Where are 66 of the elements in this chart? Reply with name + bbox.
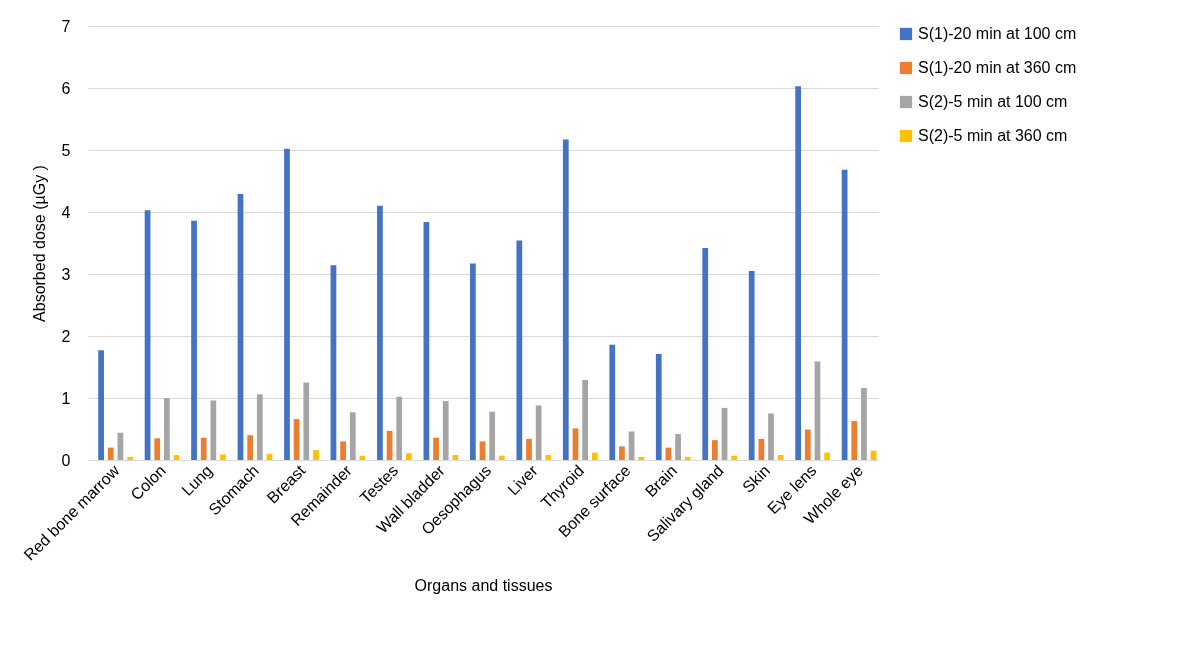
bar [469, 263, 476, 460]
y-tick-label: 5 [61, 141, 71, 159]
bar [861, 388, 867, 460]
bar [247, 435, 254, 460]
bar [748, 270, 755, 460]
legend-label: S(2)-5 min at 360 cm [918, 127, 1068, 144]
bar [107, 447, 114, 460]
bar [442, 401, 449, 460]
bar [684, 456, 691, 460]
bar [293, 419, 300, 460]
bar [406, 453, 412, 460]
y-tick-label: 6 [61, 79, 71, 97]
bar [452, 455, 459, 460]
legend-label: S(1)-20 min at 360 cm [918, 59, 1077, 76]
y-tick-label: 7 [61, 17, 71, 35]
bar [731, 455, 738, 460]
bar [489, 411, 496, 460]
y-tick-label: 2 [61, 327, 71, 345]
bar [256, 394, 263, 460]
bar [758, 438, 765, 460]
y-tick-label: 0 [61, 451, 71, 469]
bar [154, 438, 161, 460]
bar [164, 398, 170, 460]
bar [702, 247, 709, 460]
bar [516, 240, 523, 460]
bar [675, 433, 681, 460]
y-tick-label: 1 [61, 389, 71, 407]
bar [795, 86, 802, 460]
bar [824, 452, 830, 460]
bar [377, 205, 383, 460]
bar [562, 139, 569, 460]
bar [768, 413, 774, 460]
bar [303, 382, 310, 460]
bar [313, 450, 319, 460]
x-axis-title: Organs and tissues [414, 576, 553, 594]
x-tick-label: Skin [739, 461, 774, 496]
bar [712, 440, 718, 460]
bar [98, 350, 104, 460]
bar [609, 344, 616, 460]
bar [396, 396, 403, 460]
bar [433, 437, 439, 460]
bar [127, 456, 133, 460]
bar [340, 441, 346, 460]
bar [191, 220, 197, 460]
bar [619, 446, 625, 460]
y-tick-label: 4 [61, 203, 71, 221]
legend-label: S(2)-5 min at 100 cm [918, 93, 1068, 110]
bar [284, 148, 290, 460]
legend-label: S(1)-20 min at 100 cm [918, 25, 1077, 42]
bar [526, 438, 532, 460]
bar [638, 456, 645, 460]
bar [535, 405, 542, 460]
bar [582, 380, 588, 460]
bar [655, 353, 662, 460]
bar [545, 455, 552, 460]
bar [777, 455, 784, 460]
bar [498, 455, 505, 460]
y-axis-title: Absorbed dose (µGy ) [30, 165, 48, 322]
bar [804, 429, 811, 460]
bar [200, 437, 207, 460]
y-tick-label: 3 [61, 265, 71, 283]
bar [220, 454, 226, 460]
bar [851, 420, 858, 460]
bar [210, 400, 217, 460]
bar [591, 452, 598, 460]
bar [349, 412, 356, 460]
